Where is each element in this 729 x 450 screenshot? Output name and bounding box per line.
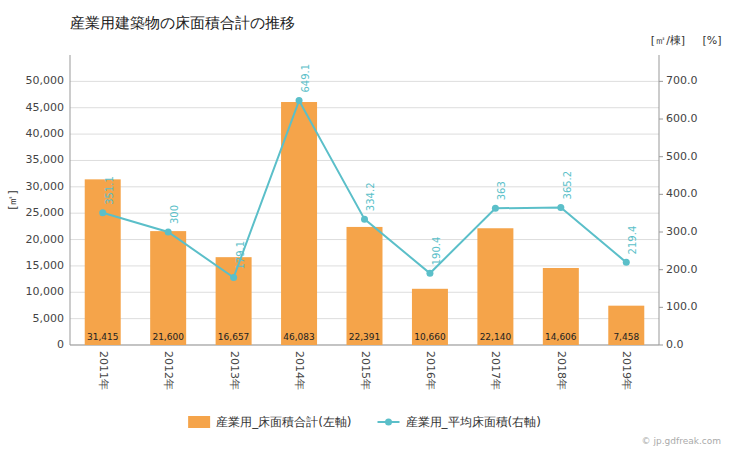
grid-line: [70, 160, 659, 161]
grid-line: [70, 134, 659, 135]
bar: [216, 257, 252, 345]
y2-tick-label: 700.0: [666, 74, 698, 87]
bar-label: 16,657: [218, 332, 250, 342]
y-tick-label: 25,000: [26, 206, 65, 219]
line-marker: [623, 259, 630, 266]
y2-tick: [659, 156, 663, 157]
data-labels: 31,415 21,600 16,657 46,083 22,391 10,660 22,1…: [87, 64, 639, 342]
line-label: 351.1: [104, 176, 115, 205]
x-tick-label: 2012年: [162, 351, 175, 390]
y2-tick: [659, 307, 663, 308]
legend: 産業用_床面積合計(左軸) 産業用_平均床面積(右軸): [188, 415, 541, 429]
line: [103, 101, 627, 278]
y2-tick-label: 600.0: [666, 112, 698, 125]
grid-line: [70, 213, 659, 214]
legend-label: 産業用_平均床面積(右軸): [406, 415, 541, 429]
bar-label: 10,660: [414, 332, 446, 342]
bar-label: 22,391: [349, 332, 381, 342]
bar: [477, 228, 513, 345]
y2-tick: [659, 232, 663, 233]
title: 産業用建築物の床面積合計の推移: [70, 14, 295, 32]
x-tick-label: 2017年: [489, 351, 502, 390]
line-marker: [296, 97, 303, 104]
line-label: 219.4: [627, 226, 638, 255]
bar-label: 7,458: [613, 332, 639, 342]
bar-label: 14,606: [545, 332, 577, 342]
legend-swatch: [188, 416, 210, 428]
line-label: 365.2: [562, 171, 573, 200]
y-tick-label: 20,000: [26, 233, 65, 246]
bar-label: 31,415: [87, 332, 119, 342]
y2-tick: [659, 81, 663, 82]
y2-tick-label: 0.0: [666, 338, 684, 351]
x-tick-label: 2011年: [97, 351, 110, 390]
bar: [85, 179, 121, 345]
bar: [608, 306, 644, 345]
y-tick-label: 5,000: [33, 312, 65, 325]
y2-tick-label: 500.0: [666, 150, 698, 163]
y2-axis-line: [659, 55, 660, 345]
y-tick-label: 0: [57, 338, 64, 351]
y2-tick-label: 300.0: [666, 225, 698, 238]
bar: [281, 102, 317, 345]
x-tick-label: 2018年: [555, 351, 568, 390]
line-label: 334.2: [366, 182, 377, 211]
line-marker: [426, 270, 433, 277]
line-marker: [557, 204, 564, 211]
y-axis-line: [70, 55, 71, 345]
line-label: 363: [496, 181, 507, 200]
legend-marker: [385, 419, 392, 426]
line-marker: [230, 274, 237, 281]
y-tick-label: 50,000: [26, 74, 65, 87]
y2-tick: [659, 345, 663, 346]
y-tick-label: 10,000: [26, 285, 65, 298]
y2-axis-label: [㎡/棟]: [651, 34, 685, 47]
bar: [347, 227, 383, 345]
line-label: 649.1: [300, 64, 311, 93]
y-tick-label: 30,000: [26, 180, 65, 193]
bar-label: 46,083: [283, 332, 315, 342]
watermark: © jp.gdfreak.com: [642, 436, 721, 446]
y2-tick: [659, 194, 663, 195]
y2-tick: [659, 269, 663, 270]
legend-item: 産業用_平均床面積(右軸): [378, 415, 541, 429]
grid-line: [70, 107, 659, 108]
line-marker: [165, 229, 172, 236]
chart: 0 5,000 10,000 15,000 20,000 25,000 30,000 35,0…: [0, 0, 729, 450]
y-axis-label: [㎡]: [6, 190, 19, 210]
y-tick-label: 40,000: [26, 127, 65, 140]
unit-annotation: [%]: [702, 34, 721, 47]
legend-label: 産業用_床面積合計(左軸): [216, 415, 351, 429]
y-tick-label: 15,000: [26, 259, 65, 272]
line-label: 179.1: [235, 241, 246, 270]
y-tick-label: 35,000: [26, 153, 65, 166]
x-tick-label: 2019年: [620, 351, 633, 390]
line-marker: [492, 205, 499, 212]
x-tick-label: 2014年: [293, 351, 306, 390]
y2-tick-label: 400.0: [666, 187, 698, 200]
line-label: 190.4: [431, 237, 442, 266]
bar: [412, 289, 448, 345]
bar-label: 22,140: [480, 332, 512, 342]
y-tick-label: 45,000: [26, 101, 65, 114]
bar-label: 21,600: [152, 332, 184, 342]
x-tick-label: 2016年: [424, 351, 437, 390]
line-marker: [99, 209, 106, 216]
plot-marks: [85, 97, 645, 345]
grid-line: [70, 81, 659, 82]
y2-tick-label: 200.0: [666, 263, 698, 276]
line-label: 300: [169, 205, 180, 224]
bar: [543, 268, 579, 345]
legend-item: 産業用_床面積合計(左軸): [188, 415, 351, 429]
x-tick-label: 2013年: [228, 351, 241, 390]
line-marker: [361, 216, 368, 223]
y2-tick-label: 100.0: [666, 300, 698, 313]
y2-tick: [659, 119, 663, 120]
grid: [70, 81, 659, 345]
bar: [150, 231, 186, 345]
x-tick-label: 2015年: [359, 351, 372, 390]
